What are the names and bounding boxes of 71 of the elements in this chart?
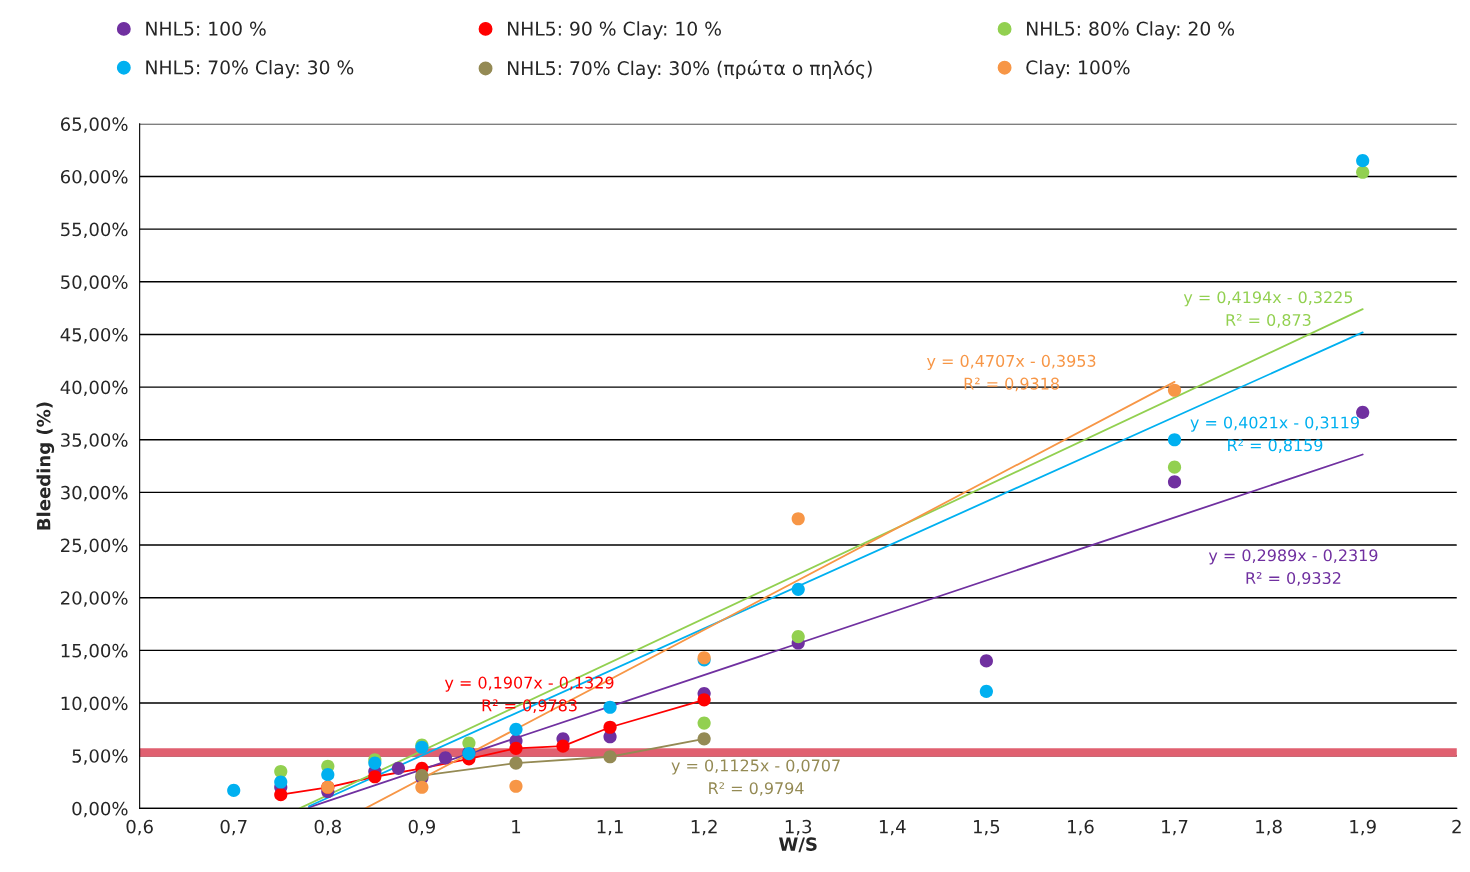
point	[603, 720, 617, 734]
point	[274, 775, 288, 789]
point	[1167, 433, 1182, 447]
point	[391, 761, 405, 775]
point	[979, 654, 993, 668]
point	[509, 779, 523, 793]
legend-label: NHL5: 90 % Clay: 10 %	[508, 21, 721, 40]
point	[509, 722, 523, 736]
point	[368, 770, 382, 784]
y-tick-label: 60,00%	[60, 169, 128, 186]
point	[1356, 165, 1370, 179]
x-axis-title: W/S	[778, 837, 817, 853]
point	[509, 756, 523, 770]
legend-label: Clay: 100%	[1026, 60, 1130, 79]
y-tick-label: 40,00%	[60, 380, 128, 397]
y-tick-label: 45,00%	[60, 327, 128, 344]
y-tick-label: 0,00%	[72, 801, 128, 818]
point	[697, 716, 711, 730]
point	[979, 684, 993, 699]
y-tick-label: 50,00%	[61, 275, 128, 291]
y-axis-title: Bleeding (%)	[36, 402, 55, 530]
annotation: y = 0,4021x - 0,3119 R² = 0,8159	[1190, 416, 1359, 453]
point	[603, 700, 617, 714]
point	[1167, 460, 1182, 474]
y-tick-label: 35,00%	[61, 433, 128, 449]
x-tick-label: 1,8	[1256, 819, 1282, 836]
point	[603, 750, 617, 764]
y-tick-label: 20,00%	[61, 591, 128, 607]
x-tick-label: 1,9	[1350, 819, 1376, 836]
legend-label: NHL5: 100 %	[146, 21, 266, 36]
y-tick-label: 10,00%	[61, 696, 128, 712]
point	[791, 582, 805, 596]
y-tick-label: 65,00%	[60, 117, 128, 133]
x-tick-label: 0,9	[408, 819, 435, 836]
annotation: y = 0,2989x - 0,2319 R² = 0,9332	[1208, 549, 1378, 586]
point	[415, 780, 429, 794]
x-tick-label: 0,8	[314, 819, 341, 836]
x-tick-label: 2	[1452, 819, 1461, 834]
x-tick-label: 1	[512, 820, 521, 834]
point	[509, 741, 523, 755]
point	[697, 732, 711, 746]
y-tick-label: 55,00%	[61, 222, 128, 239]
point	[556, 739, 570, 753]
y-tick-label: 15,00%	[61, 643, 128, 660]
legend-label: NHL5: 70% Clay: 30 %	[146, 60, 354, 79]
x-tick-label: 1,7	[1162, 820, 1188, 836]
y-tick-label: 25,00%	[61, 538, 128, 555]
x-tick-label: 1,3	[785, 819, 812, 836]
point	[1167, 475, 1182, 489]
legend-label: NHL5: 80% Clay: 20 %	[1027, 21, 1235, 40]
annotation: y = 0,4194x - 0,3225 R² = 0,873	[1183, 291, 1353, 328]
x-tick-label: 1,2	[691, 819, 717, 836]
point	[791, 630, 805, 644]
x-tick-label: 1,5	[974, 820, 1000, 836]
point	[321, 768, 335, 782]
point	[227, 783, 241, 798]
point	[274, 788, 288, 802]
point	[1356, 154, 1370, 168]
point	[1167, 383, 1182, 397]
annotation: y = 0,1125x - 0,0707 R² = 0,9794	[671, 759, 840, 796]
x-tick-label: 1,1	[597, 820, 623, 836]
x-tick-label: 0,7	[220, 819, 247, 836]
point	[438, 751, 452, 765]
x-tick-label: 0,6	[126, 819, 153, 836]
x-tick-label: 1,6	[1068, 819, 1094, 836]
x-tick-label: 1,4	[879, 820, 906, 836]
y-tick-label: 30,00%	[61, 485, 128, 502]
y-tick-label: 5,00%	[72, 749, 128, 765]
point	[791, 512, 805, 526]
legend-label: NHL5: 70% Clay: 30% (πρώτα ο πηλός)	[508, 60, 872, 79]
point	[697, 693, 711, 707]
